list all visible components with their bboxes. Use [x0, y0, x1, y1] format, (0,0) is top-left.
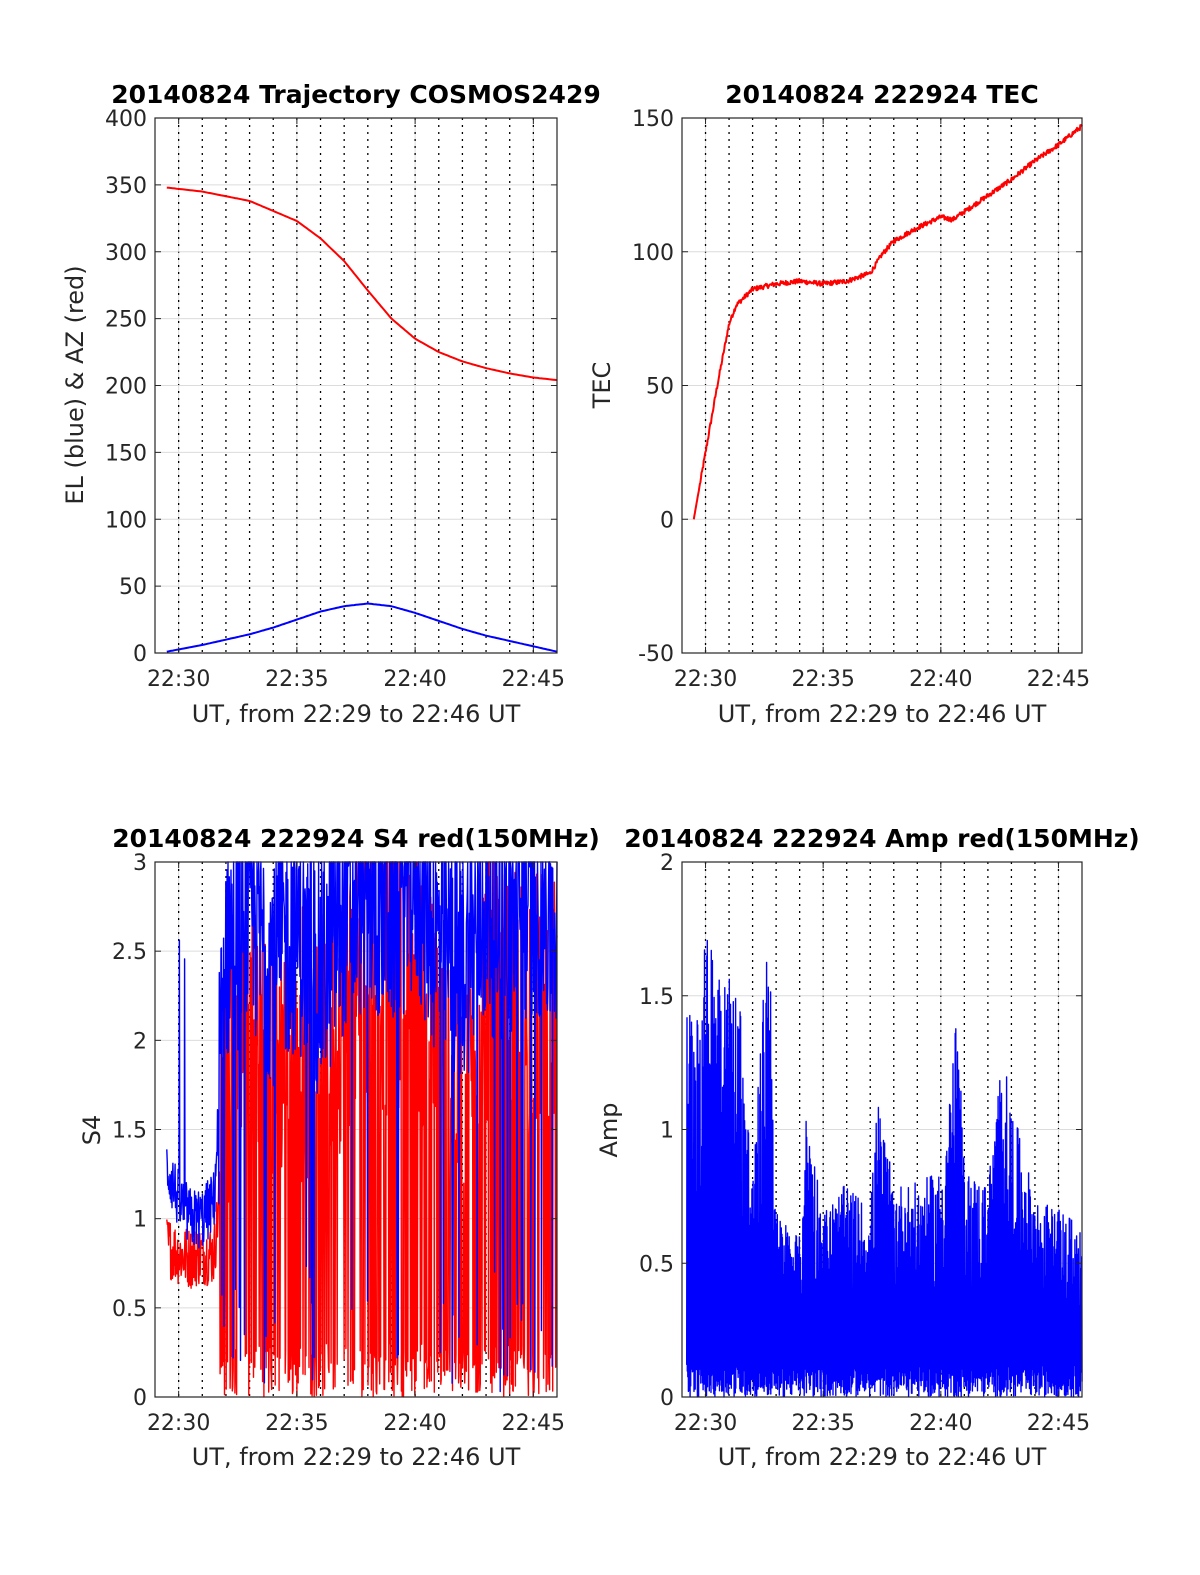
- y-tick-label: -50: [638, 642, 674, 667]
- x-tick-label: 22:45: [1027, 1411, 1090, 1436]
- grid: [682, 117, 1082, 654]
- x-tick-label: 22:40: [383, 667, 446, 692]
- y-tick-label: 0.5: [112, 1297, 147, 1322]
- y-tick-label: 250: [105, 308, 147, 333]
- y-tick-label: 100: [632, 241, 674, 266]
- y-tick-label: 100: [105, 508, 147, 533]
- x-tick-label: 22:35: [265, 667, 328, 692]
- series-group: [692, 124, 1083, 520]
- y-tick-label: 150: [632, 107, 674, 132]
- y-tick-label: 1: [133, 1208, 147, 1233]
- y-tick-label: 3: [133, 851, 147, 876]
- tick-labels: 22:30 22:35 22:40 22:45 0 0.5 1 1.5 2: [639, 851, 1090, 1436]
- tick-labels: 22:30 22:35 22:40 22:45 0 0.5 1 1.5 2 2.5 3: [112, 851, 565, 1436]
- x-tick-label: 22:35: [265, 1411, 328, 1436]
- y-tick-label: 200: [105, 375, 147, 400]
- y-tick-label: 1: [660, 1119, 674, 1144]
- x-axis-label: UT, from 22:29 to 22:46 UT: [192, 1443, 521, 1471]
- panel-title: 20140824 Trajectory COSMOS2429: [111, 80, 601, 109]
- y-tick-label: 1.5: [112, 1119, 147, 1144]
- s4-panel: 22:30 22:35 22:40 22:45 0 0.5 1 1.5 2 2.5 3 201408…: [78, 824, 600, 1471]
- series-group: [686, 939, 1083, 1398]
- y-axis-label: TEC: [588, 362, 616, 410]
- panel-title: 20140824 222924 Amp red(150MHz): [624, 824, 1140, 853]
- y-tick-label: 0: [660, 508, 674, 533]
- y-axis-label: Amp: [595, 1102, 623, 1157]
- y-tick-label: 350: [105, 174, 147, 199]
- y-tick-label: 0: [133, 642, 147, 667]
- x-tick-label: 22:40: [909, 1411, 972, 1436]
- series-line: [166, 602, 558, 653]
- tec-panel: 22:30 22:35 22:40 22:45 -50 0 50 100 150 2014082…: [588, 80, 1090, 728]
- series-line: [686, 939, 1083, 1398]
- y-tick-label: 50: [646, 375, 674, 400]
- y-axis-label: EL (blue) & AZ (red): [61, 265, 89, 504]
- x-tick-label: 22:40: [383, 1411, 446, 1436]
- x-tick-label: 22:30: [674, 1411, 737, 1436]
- trajectory-panel: 22:30 22:35 22:40 22:45 0 50 100 150 200 250 300 35…: [61, 80, 601, 728]
- x-tick-label: 22:40: [909, 667, 972, 692]
- x-tick-label: 22:35: [791, 1411, 854, 1436]
- amp-panel: 22:30 22:35 22:40 22:45 0 0.5 1 1.5 2 20140824 2…: [595, 824, 1140, 1471]
- panel-title: 20140824 222924 TEC: [725, 80, 1038, 109]
- y-tick-label: 300: [105, 241, 147, 266]
- tick-labels: 22:30 22:35 22:40 22:45 0 50 100 150 200 250 300 35…: [105, 107, 565, 692]
- x-axis-label: UT, from 22:29 to 22:46 UT: [192, 700, 521, 728]
- y-tick-label: 400: [105, 107, 147, 132]
- x-tick-label: 22:30: [147, 667, 210, 692]
- y-tick-label: 0: [133, 1386, 147, 1411]
- x-tick-label: 22:45: [502, 1411, 565, 1436]
- x-tick-label: 22:35: [791, 667, 854, 692]
- panel-title: 20140824 222924 S4 red(150MHz): [112, 824, 600, 853]
- x-tick-label: 22:30: [674, 667, 737, 692]
- x-axis-label: UT, from 22:29 to 22:46 UT: [718, 700, 1047, 728]
- series-line: [692, 124, 1083, 520]
- y-tick-label: 0: [660, 1386, 674, 1411]
- series-line: [166, 186, 558, 382]
- y-tick-label: 1.5: [639, 985, 674, 1010]
- y-tick-label: 150: [105, 441, 147, 466]
- y-axis-label: S4: [78, 1115, 106, 1146]
- y-tick-label: 2.5: [112, 940, 147, 965]
- x-tick-label: 22:45: [1027, 667, 1090, 692]
- tick-labels: 22:30 22:35 22:40 22:45 -50 0 50 100 150: [632, 107, 1090, 692]
- y-tick-label: 2: [133, 1029, 147, 1054]
- series-group: [166, 186, 558, 653]
- y-tick-label: 2: [660, 851, 674, 876]
- x-axis-label: UT, from 22:29 to 22:46 UT: [718, 1443, 1047, 1471]
- series-line: [166, 861, 558, 1398]
- y-tick-label: 50: [119, 575, 147, 600]
- x-tick-label: 22:30: [147, 1411, 210, 1436]
- y-tick-label: 0.5: [639, 1252, 674, 1277]
- x-tick-label: 22:45: [502, 667, 565, 692]
